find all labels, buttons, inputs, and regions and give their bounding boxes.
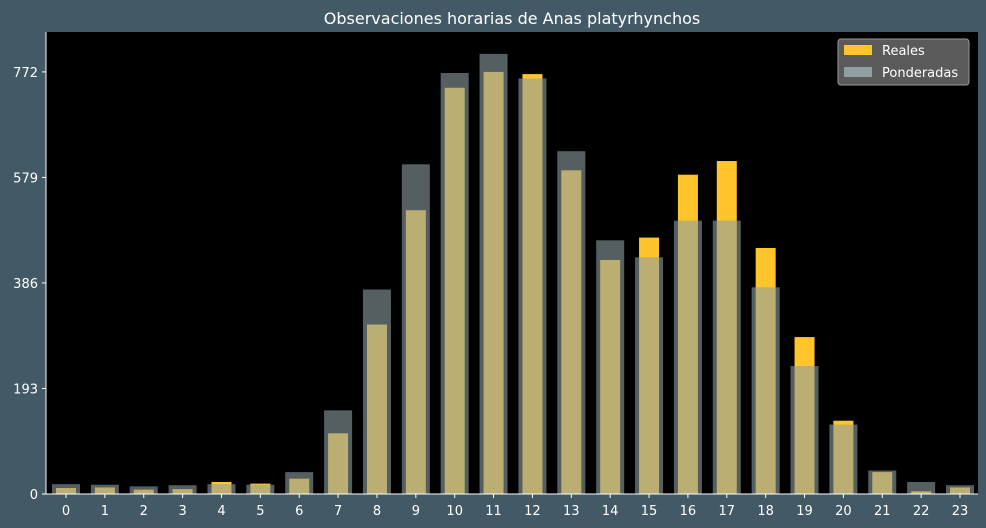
x-tick-label-7: 7 xyxy=(334,504,342,519)
bar-ponderadas-16 xyxy=(673,220,702,494)
x-tick-label-16: 16 xyxy=(680,504,697,519)
legend-label-reales: Reales xyxy=(882,44,925,59)
bars-group xyxy=(52,53,975,495)
bar-ponderadas-0 xyxy=(52,484,80,494)
bar-ponderadas-1 xyxy=(90,484,119,494)
bar-ponderadas-4 xyxy=(207,484,236,494)
x-tick-label-0: 0 xyxy=(62,504,70,519)
bar-ponderadas-21 xyxy=(868,470,897,494)
x-tick-label-3: 3 xyxy=(178,504,186,519)
legend-swatch-reales xyxy=(844,45,872,55)
x-tick-label-20: 20 xyxy=(835,504,852,519)
x-tick-label-11: 11 xyxy=(485,504,502,519)
x-tick-label-22: 22 xyxy=(913,504,930,519)
bar-ponderadas-6 xyxy=(285,472,314,494)
bar-ponderadas-3 xyxy=(168,485,197,494)
bar-ponderadas-19 xyxy=(790,366,819,494)
x-tick-label-8: 8 xyxy=(373,504,381,519)
bar-ponderadas-15 xyxy=(635,257,664,494)
bar-ponderadas-13 xyxy=(557,151,586,494)
x-tick-label-19: 19 xyxy=(796,504,813,519)
y-tick-label-579: 579 xyxy=(13,171,38,186)
bar-ponderadas-23 xyxy=(946,485,975,494)
x-tick-label-13: 13 xyxy=(563,504,580,519)
bar-ponderadas-12 xyxy=(518,78,547,494)
x-tick-label-18: 18 xyxy=(757,504,774,519)
bar-ponderadas-7 xyxy=(324,410,353,494)
bar-ponderadas-10 xyxy=(440,73,469,494)
bar-ponderadas-9 xyxy=(401,164,430,494)
plot-area xyxy=(46,32,978,494)
x-tick-label-14: 14 xyxy=(602,504,619,519)
bar-ponderadas-22 xyxy=(907,481,936,494)
x-tick-label-23: 23 xyxy=(952,504,969,519)
x-tick-label-5: 5 xyxy=(256,504,264,519)
x-tick-label-12: 12 xyxy=(524,504,541,519)
y-tick-label-0: 0 xyxy=(30,488,38,503)
x-tick-label-21: 21 xyxy=(874,504,891,519)
y-tick-label-386: 386 xyxy=(13,277,38,292)
bar-ponderadas-17 xyxy=(712,220,741,494)
x-tick-label-10: 10 xyxy=(446,504,463,519)
legend-label-ponderadas: Ponderadas xyxy=(882,66,958,81)
bar-ponderadas-2 xyxy=(129,486,158,494)
bar-ponderadas-5 xyxy=(246,484,275,494)
x-tick-label-17: 17 xyxy=(719,504,736,519)
x-tick-label-1: 1 xyxy=(101,504,109,519)
bar-ponderadas-8 xyxy=(362,289,391,494)
bar-ponderadas-20 xyxy=(829,424,858,494)
x-tick-label-9: 9 xyxy=(412,504,420,519)
x-tick-label-15: 15 xyxy=(641,504,658,519)
y-tick-label-193: 193 xyxy=(13,382,38,397)
x-tick-label-6: 6 xyxy=(295,504,303,519)
bar-ponderadas-14 xyxy=(596,240,625,494)
chart-title: Observaciones horarias de Anas platyrhyn… xyxy=(324,9,700,28)
y-tick-label-772: 772 xyxy=(13,66,38,81)
legend: Reales Ponderadas xyxy=(837,38,970,86)
bar-ponderadas-18 xyxy=(751,287,780,494)
bar-ponderadas-11 xyxy=(479,53,508,495)
legend-swatch-ponderadas xyxy=(844,67,872,77)
x-tick-label-4: 4 xyxy=(217,504,225,519)
x-tick-label-2: 2 xyxy=(140,504,148,519)
